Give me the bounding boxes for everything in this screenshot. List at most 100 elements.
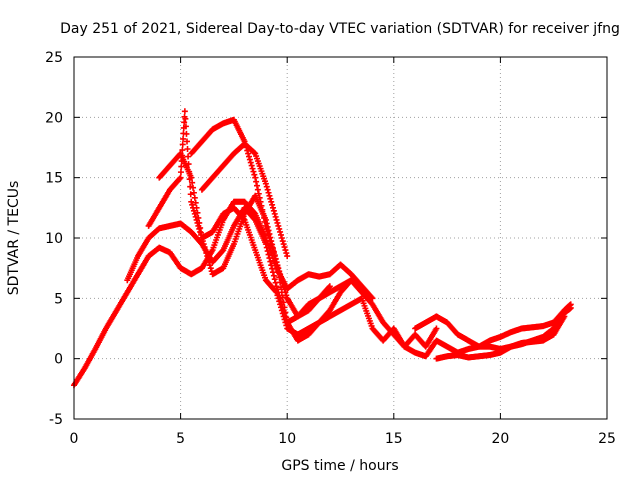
data-point-marker [369,295,376,302]
data-point-marker [261,218,268,225]
data-point-marker [368,294,375,301]
data-point-marker [284,253,291,260]
data-point-marker [189,179,196,186]
data-point-marker [274,219,281,226]
chart-title: Day 251 of 2021, Sidereal Day-to-day VTE… [60,21,620,37]
data-point-marker [187,183,194,190]
series-track-i [433,313,568,362]
data-point-marker [275,222,282,229]
y-tick-label: 10 [45,231,63,247]
data-point-marker [265,189,272,196]
y-tick-label: -5 [49,412,63,428]
data-point-marker [273,283,280,290]
data-point-marker [254,186,261,193]
data-point-marker [264,248,271,255]
data-point-marker [271,210,278,217]
data-point-marker [276,268,283,275]
data-point-marker [177,174,184,181]
data-point-marker [252,174,259,181]
data-point-marker [207,265,214,272]
data-point-marker [182,123,189,130]
data-point-marker [185,153,192,160]
y-tick-label: 15 [45,171,63,187]
data-point-marker [269,265,276,272]
y-tick-label: 5 [54,291,63,307]
data-point-marker [267,238,274,245]
data-point-marker [275,265,282,272]
data-point-marker [266,255,273,262]
data-point-marker [190,207,197,214]
data-point-marker [268,262,275,269]
data-point-marker [194,209,201,216]
data-point-marker [567,301,574,308]
data-point-marker [251,171,258,178]
data-point-marker [200,241,207,248]
data-point-marker [246,153,253,160]
data-point-marker [277,274,284,281]
data-point-marker [190,184,197,191]
data-point-marker [176,175,183,182]
data-point-marker [277,231,284,238]
data-point-marker [277,301,284,308]
data-point-marker [206,259,213,266]
grid [74,57,607,419]
series-track-h [412,301,574,350]
data-point-marker [260,210,267,217]
data-point-marker [281,286,288,293]
data-point-marker [267,195,274,202]
x-tick-label: 0 [70,431,79,447]
data-point-marker [191,194,198,201]
data-point-marker [182,115,189,122]
data-point-marker [262,241,269,248]
data-point-marker [181,119,188,126]
data-point-marker [251,149,258,156]
data-point-marker [282,289,289,296]
data-point-marker [253,178,260,185]
data-point-marker [256,194,263,201]
data-point-marker [178,163,185,170]
data-point-marker [193,204,200,211]
data-point-marker [279,238,286,245]
data-point-marker [197,224,204,231]
x-axis-label: GPS time / hours [281,458,398,474]
data-point-marker [276,298,283,305]
data-point-marker [205,256,212,263]
data-point-marker [258,202,265,209]
data-point-marker [188,198,195,205]
data-point-marker [179,141,186,148]
data-point-marker [251,215,258,222]
data-point-marker [192,199,199,206]
data-point-marker [278,277,285,284]
data-point-marker [196,225,203,232]
data-point-marker [283,292,290,299]
data-point-marker [249,165,256,172]
data-point-marker [253,182,260,189]
data-point-marker [265,251,272,258]
data-point-marker [276,225,283,232]
y-tick-label: 20 [45,110,63,126]
series-track-e [188,116,333,320]
data-point-marker [277,228,284,235]
data-point-marker [189,201,196,208]
data-point-marker [268,198,275,205]
data-point-marker [275,295,282,302]
data-point-marker [198,235,205,241]
data-point-marker [206,262,213,269]
data-point-marker [196,219,203,226]
data-point-marker [248,162,255,169]
data-point-marker [179,147,186,154]
y-tick-label: 0 [54,352,63,368]
y-tick-label: 25 [45,50,63,66]
series-track-d [156,150,355,344]
data-point-marker [347,278,354,285]
data-point-marker [280,283,287,290]
data-point-marker [270,272,277,279]
y-axis-label: SDTVAR / TECUs [6,181,22,296]
data-point-marker [272,256,279,263]
data-point-marker [269,204,276,211]
data-point-marker [280,241,287,248]
data-point-marker [177,169,184,176]
data-point-marker [271,276,278,283]
